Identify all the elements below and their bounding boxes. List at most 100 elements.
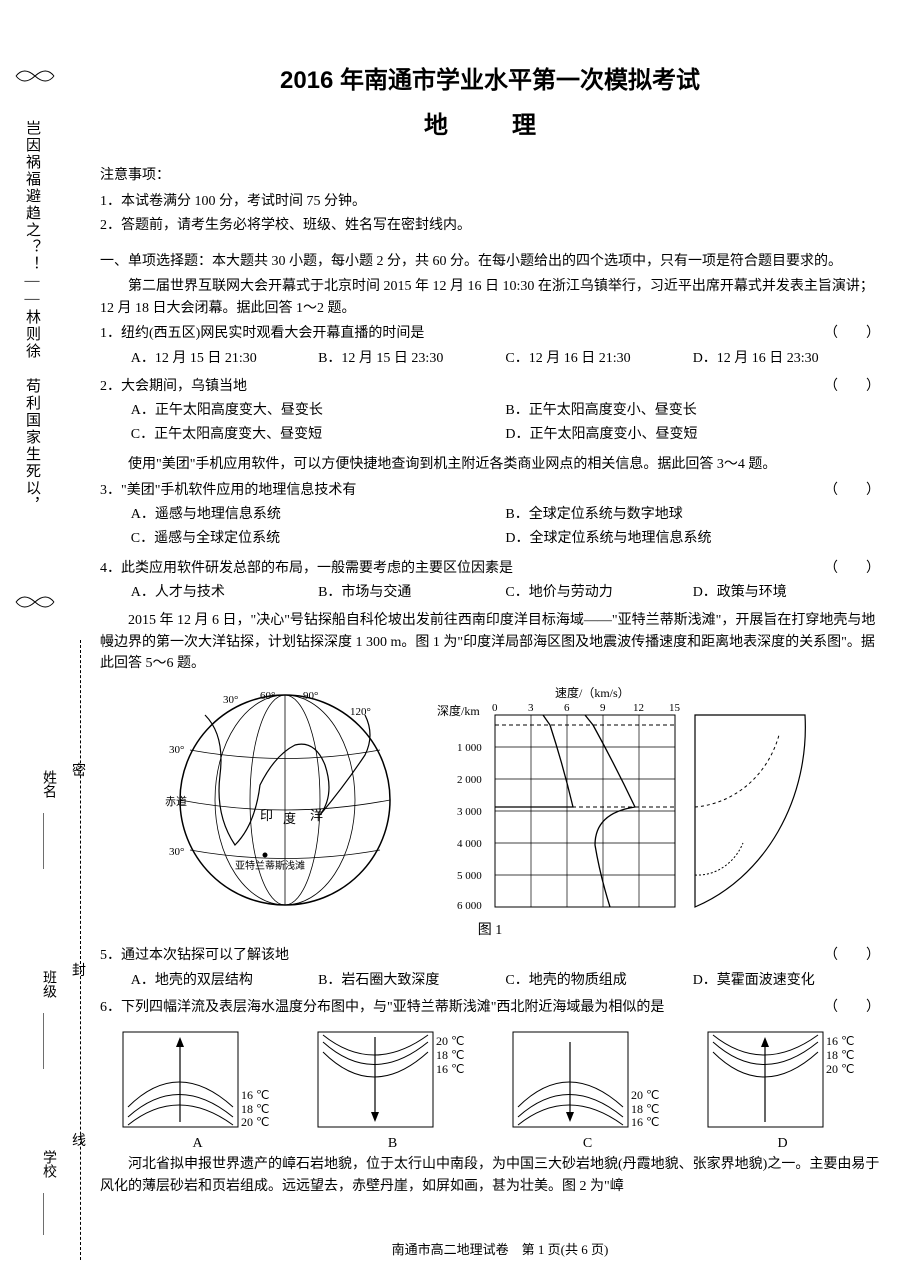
figure-1: 30° 60° 90° 120° 30° 赤道 30° 印 度 洋 亚特兰蒂斯浅… <box>100 685 880 915</box>
question-2: 2．大会期间，乌镇当地 （ ） <box>100 376 880 398</box>
label-name-text: 姓名 <box>41 770 56 798</box>
q3-stem: 3．"美团"手机软件应用的地理信息技术有 <box>100 483 356 498</box>
question-1: 1．纽约(西五区)网民实时观看大会开幕直播的时间是 （ ） <box>100 323 880 345</box>
q5-opt-b: B．岩石圈大致深度 <box>318 970 505 992</box>
svg-text:3: 3 <box>528 702 534 714</box>
seismic-chart: 速度/（km/s） 深度/km 0 3 6 9 12 15 1 000 2 00… <box>435 685 815 915</box>
q1-options: A．12 月 15 日 21:30 B．12 月 15 日 23:30 C．12… <box>100 348 880 370</box>
q3-opt-a: A．遥感与地理信息系统 <box>131 504 506 526</box>
binding-dashed-line <box>80 640 81 1260</box>
gutter-ornament-top <box>14 64 56 88</box>
svg-text:20 ℃: 20 ℃ <box>826 1062 854 1076</box>
q2-stem: 2．大会期间，乌镇当地 <box>100 379 247 394</box>
x-axis-label: 速度/（km/s） <box>555 685 630 700</box>
svg-text:18 ℃: 18 ℃ <box>631 1102 659 1116</box>
q6-label-b: B <box>313 1136 473 1152</box>
svg-text:2 000: 2 000 <box>457 774 482 786</box>
q1-opt-d: D．12 月 16 日 23:30 <box>693 348 880 370</box>
label-underline: ＿＿＿ <box>41 1193 56 1235</box>
q1-opt-a: A．12 月 15 日 21:30 <box>131 348 318 370</box>
svg-text:3 000: 3 000 <box>457 806 482 818</box>
notice-label: 注意事项： <box>100 164 880 184</box>
ocean-label-2: 度 <box>283 811 296 826</box>
answer-paren: （ ） <box>824 376 880 398</box>
q5-opt-d: D．莫霍面波速变化 <box>693 970 880 992</box>
question-4: 4．此类应用软件研发总部的布局，一般需要考虑的主要区位因素是 （ ） <box>100 558 880 580</box>
lon-120: 120° <box>350 706 371 718</box>
q6-stem: 6．下列四幅洋流及表层海水温度分布图中，与"亚特兰蒂斯浅滩"西北附近海域最为相似… <box>100 1000 664 1015</box>
answer-paren: （ ） <box>824 323 880 345</box>
q3-opt-b: B．全球定位系统与数字地球 <box>505 504 880 526</box>
svg-text:12: 12 <box>633 702 644 714</box>
svg-text:4 000: 4 000 <box>457 838 482 850</box>
q4-opt-c: C．地价与劳动力 <box>505 582 692 604</box>
q1-stem: 1．纽约(西五区)网民实时观看大会开幕直播的时间是 <box>100 326 424 341</box>
label-school: 学校 ＿＿＿ <box>38 1150 58 1235</box>
page-footer: 南通市高二地理试卷 第 1 页(共 6 页) <box>100 1239 900 1258</box>
q6-label-d: D <box>703 1136 863 1152</box>
svg-text:18 ℃: 18 ℃ <box>826 1048 854 1062</box>
passage-3: 2015 年 12 月 6 日，"决心"号钻探船自科伦坡出发前往西南印度洋目标海… <box>100 610 880 675</box>
svg-text:16 ℃: 16 ℃ <box>436 1062 464 1076</box>
svg-text:18 ℃: 18 ℃ <box>241 1102 269 1116</box>
gutter-ornament-bottom <box>14 590 56 614</box>
q5-opt-c: C．地壳的物质组成 <box>505 970 692 992</box>
answer-paren: （ ） <box>824 997 880 1019</box>
figure-1-caption: 图 1 <box>100 919 880 939</box>
q6-figure-row: 16 ℃ 18 ℃ 20 ℃ A 20 ℃ 18 ℃ 16 ℃ B <box>100 1027 880 1152</box>
svg-text:20 ℃: 20 ℃ <box>241 1115 269 1129</box>
question-5: 5．通过本次钻探可以了解该地 （ ） <box>100 945 880 967</box>
svg-text:16 ℃: 16 ℃ <box>826 1034 854 1048</box>
page-content: 2016 年南通市学业水平第一次模拟考试 地 理 注意事项： 1．本试卷满分 1… <box>100 60 900 1201</box>
q4-opt-b: B．市场与交通 <box>318 582 505 604</box>
q2-opt-c: C．正午太阳高度变大、昼变短 <box>131 424 506 446</box>
svg-text:9: 9 <box>600 702 606 714</box>
globe-map: 30° 60° 90° 120° 30° 赤道 30° 印 度 洋 亚特兰蒂斯浅… <box>165 685 415 915</box>
label-name: 姓名 ＿＿＿＿ <box>38 770 58 869</box>
marker-label: 亚特兰蒂斯浅滩 <box>235 859 305 872</box>
answer-paren: （ ） <box>824 945 880 967</box>
label-class: 班级 ＿＿＿＿ <box>38 970 58 1069</box>
q6-panel-d: 16 ℃ 18 ℃ 20 ℃ D <box>703 1027 863 1152</box>
binding-gutter: 岂因祸福避趋之？！——林则徐 苟利国家生死以， 姓名 ＿＿＿＿ 班级 ＿＿＿＿ … <box>0 0 100 1278</box>
lon-30: 30° <box>223 694 238 706</box>
marker-dot <box>263 853 268 858</box>
svg-text:6 000: 6 000 <box>457 900 482 912</box>
seal-mark-feng: 封 <box>72 960 86 980</box>
lat-30s: 30° <box>169 846 184 858</box>
q4-opt-a: A．人才与技术 <box>131 582 318 604</box>
lon-90: 90° <box>303 690 318 702</box>
q1-opt-b: B．12 月 15 日 23:30 <box>318 348 505 370</box>
ocean-label-1: 印 <box>260 808 273 823</box>
q2-opt-d: D．正午太阳高度变小、昼变短 <box>505 424 880 446</box>
notice-item: 1．本试卷满分 100 分，考试时间 75 分钟。 <box>100 190 880 210</box>
gutter-couplet: 岂因祸福避趋之？！——林则徐 苟利国家生死以， <box>18 120 43 514</box>
q2-opt-b: B．正午太阳高度变小、昼变长 <box>505 400 880 422</box>
notice-item: 2．答题前，请考生务必将学校、班级、姓名写在密封线内。 <box>100 214 880 234</box>
question-3: 3．"美团"手机软件应用的地理信息技术有 （ ） <box>100 480 880 502</box>
q4-stem: 4．此类应用软件研发总部的布局，一般需要考虑的主要区位因素是 <box>100 561 513 576</box>
q6-label-c: C <box>508 1136 668 1152</box>
answer-paren: （ ） <box>824 558 880 580</box>
q6-panel-b: 20 ℃ 18 ℃ 16 ℃ B <box>313 1027 473 1152</box>
q5-opt-a: A．地壳的双层结构 <box>131 970 318 992</box>
exam-title-line2: 地 理 <box>100 105 880 140</box>
q5-stem: 5．通过本次钻探可以了解该地 <box>100 948 289 963</box>
q4-opt-d: D．政策与环境 <box>693 582 880 604</box>
svg-text:16 ℃: 16 ℃ <box>631 1115 659 1129</box>
lon-60: 60° <box>260 690 275 702</box>
part1-heading: 一、单项选择题：本大题共 30 小题，每小题 2 分，共 60 分。在每小题给出… <box>100 250 880 270</box>
label-underline: ＿＿＿＿ <box>41 1013 56 1069</box>
q3-opt-d: D．全球定位系统与地理信息系统 <box>505 528 880 550</box>
lat-30n: 30° <box>169 744 184 756</box>
question-6: 6．下列四幅洋流及表层海水温度分布图中，与"亚特兰蒂斯浅滩"西北附近海域最为相似… <box>100 997 880 1019</box>
q4-options: A．人才与技术 B．市场与交通 C．地价与劳动力 D．政策与环境 <box>100 582 880 604</box>
q6-panel-a: 16 ℃ 18 ℃ 20 ℃ A <box>118 1027 278 1152</box>
part1-heading-rest: 本大题共 30 小题，每小题 2 分，共 60 分。在每小题给出的四个选项中，只… <box>212 254 842 269</box>
answer-paren: （ ） <box>824 480 880 502</box>
part1-heading-bold: 一、单项选择题： <box>100 252 212 268</box>
q3-options: A．遥感与地理信息系统 B．全球定位系统与数字地球 C．遥感与全球定位系统 D．… <box>100 504 880 551</box>
label-underline: ＿＿＿＿ <box>41 813 56 869</box>
svg-text:15: 15 <box>669 702 681 714</box>
q3-opt-c: C．遥感与全球定位系统 <box>131 528 506 550</box>
